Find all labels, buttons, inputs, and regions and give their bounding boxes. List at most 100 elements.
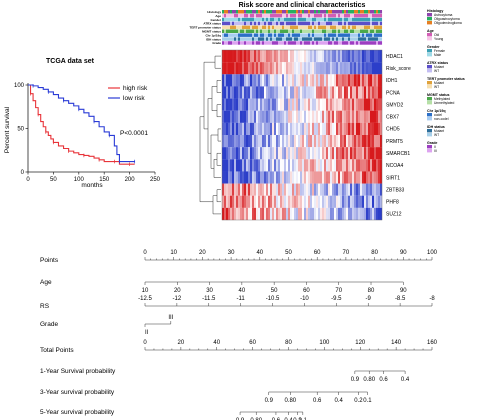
heatmap-cell [324, 122, 327, 136]
annotation-cell [300, 33, 303, 37]
heatmap-cell [302, 110, 305, 123]
heatmap-cell [246, 86, 249, 99]
heatmap-cell [340, 122, 343, 136]
heatmap-cell [324, 98, 327, 111]
annotation-cell [272, 17, 275, 22]
heatmap-cell [292, 207, 295, 221]
heatmap-cell [274, 207, 277, 221]
heatmap-cell [372, 207, 375, 221]
heatmap-cell [326, 183, 329, 196]
heatmap-cell [328, 122, 331, 136]
heatmap-cell [250, 110, 253, 123]
annotation-cell [376, 17, 379, 22]
probability-tick-label: 0.4 [401, 377, 410, 383]
heatmap-legend-label: Oligodendroglioma [434, 21, 462, 25]
heatmap-cell [288, 74, 291, 87]
heatmap-cell [346, 183, 349, 196]
heatmap-cell [234, 183, 237, 196]
heatmap-cell [272, 86, 275, 99]
heatmap-row-label: ZBTB33 [386, 187, 405, 193]
heatmap-cell [372, 159, 375, 172]
heatmap-cell [330, 74, 333, 87]
annotation-cell [236, 37, 239, 41]
annotation-cell [366, 37, 369, 41]
heatmap-cell [308, 207, 311, 221]
heatmap-cell [322, 62, 325, 75]
heatmap-cell [294, 195, 297, 208]
annotation-cell [246, 25, 249, 30]
heatmap-cell [318, 147, 321, 160]
heatmap-cell [298, 62, 301, 75]
heatmap-legend-swatch [427, 49, 432, 53]
heatmap-cell [242, 183, 245, 196]
annotation-cell [310, 13, 313, 18]
annotation-cell [296, 25, 299, 30]
heatmap-cell [366, 207, 369, 221]
heatmap-cell [306, 171, 309, 184]
annotation-cell [364, 33, 367, 37]
heatmap-cell [378, 207, 381, 221]
heatmap-cell [224, 147, 227, 160]
grade-tick-label: II [145, 330, 149, 336]
heatmap-cell [372, 110, 375, 123]
annotation-cell [280, 25, 283, 30]
heatmap-cell [248, 147, 251, 160]
heatmap-cell [308, 147, 311, 160]
heatmap-cell [264, 62, 267, 75]
annotation-cell [260, 13, 263, 18]
heatmap-cell [292, 110, 295, 123]
annotation-cell [240, 33, 243, 37]
heatmap-cell [358, 171, 361, 184]
heatmap-cell [246, 207, 249, 221]
annotation-cell [266, 13, 269, 18]
annotation-cell [378, 33, 381, 37]
annotation-cell [270, 41, 273, 45]
heatmap-cell [226, 207, 229, 221]
heatmap-cell [262, 62, 265, 75]
heatmap-cell [268, 50, 271, 63]
heatmap-cell [360, 147, 363, 160]
annotation-cell [296, 33, 299, 37]
annotation-cell [338, 33, 341, 37]
annotation-cell [324, 29, 327, 33]
annotation-cell [234, 17, 237, 22]
heatmap-cell [286, 86, 289, 99]
annotation-cell [326, 37, 329, 41]
heatmap-cell [232, 98, 235, 111]
annotation-cell [312, 25, 315, 30]
annotation-cell [286, 17, 289, 22]
heatmap-cell [248, 50, 251, 63]
heatmap-cell [314, 207, 317, 221]
heatmap-cell [266, 110, 269, 123]
heatmap-cell [368, 135, 371, 148]
annotation-cell [316, 13, 319, 18]
heatmap-cell [302, 195, 305, 208]
heatmap-cell [242, 74, 245, 87]
annotation-cell [302, 10, 305, 14]
annotation-cell [322, 10, 325, 14]
heatmap-cell [232, 195, 235, 208]
annotation-cell [228, 10, 231, 14]
heatmap-cell [378, 62, 381, 75]
heatmap-cell [288, 62, 291, 75]
annotation-cell [282, 17, 285, 22]
heatmap-cell [336, 50, 339, 63]
annotation-cell [238, 37, 241, 41]
heatmap-cell [344, 171, 347, 184]
heatmap-cell [348, 171, 351, 184]
annotation-cell [370, 10, 373, 14]
heatmap-cell [314, 74, 317, 87]
heatmap-cell [304, 50, 307, 63]
heatmap-cell [290, 74, 293, 87]
annotation-cell [242, 10, 245, 14]
heatmap-cell [226, 147, 229, 160]
annotation-cell [244, 37, 247, 41]
heatmap-cell [224, 86, 227, 99]
heatmap-cell [288, 183, 291, 196]
heatmap-cell [366, 74, 369, 87]
heatmap-cell [254, 50, 257, 63]
heatmap-cell [296, 147, 299, 160]
heatmap-cell [234, 122, 237, 136]
heatmap-cell [238, 171, 241, 184]
